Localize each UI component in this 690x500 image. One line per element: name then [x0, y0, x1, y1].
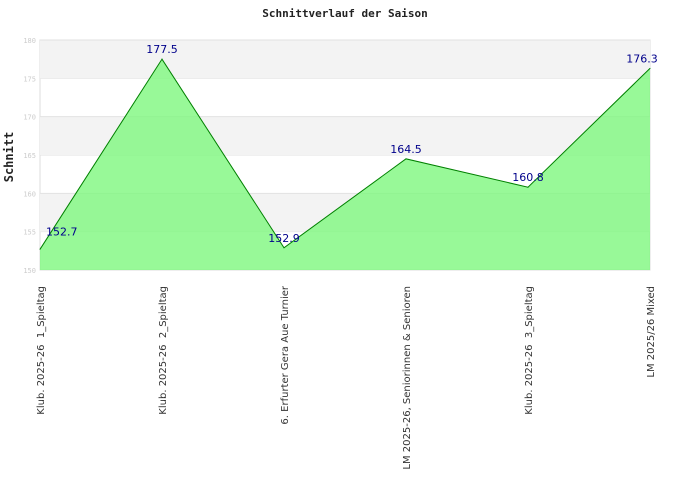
y-tick-label: 180 — [23, 37, 36, 45]
series-line — [39, 58, 651, 250]
data-point — [283, 247, 285, 249]
x-tick-label: Klub. 2025-26 3_Spieltag — [524, 286, 535, 415]
y-tick-label: 165 — [23, 152, 36, 160]
data-point — [527, 186, 529, 188]
y-tick-label: 175 — [23, 75, 36, 83]
data-label: 177.5 — [146, 43, 178, 56]
series — [39, 58, 651, 270]
x-tick-label: Klub. 2025-26 1_Spieltag — [36, 286, 47, 415]
data-point — [39, 248, 41, 250]
y-tick-label: 160 — [23, 190, 36, 198]
x-tick-labels: Klub. 2025-26 1_Spieltag Klub. 2025-26 2_… — [36, 285, 657, 469]
y-axis-label: Schnitt — [2, 132, 16, 183]
chart-title: Schnittverlauf der Saison — [262, 7, 428, 20]
data-point — [649, 67, 651, 69]
data-label: 164.5 — [390, 143, 422, 156]
data-label: 160.8 — [512, 171, 544, 184]
series-area — [40, 59, 650, 270]
x-tick-label: Klub. 2025-26 2_Spieltag — [158, 286, 169, 415]
data-label: 176.3 — [626, 52, 658, 65]
data-point — [405, 158, 407, 160]
x-tick-label: LM 2025-26, Seniorinnen & Senioren — [402, 286, 413, 470]
data-labels: 152.7 177.5 152.9 164.5 160.8 176.3 — [46, 43, 658, 245]
x-tick-label: LM 2025/26 Mixed — [646, 286, 657, 378]
y-tick-label: 170 — [23, 114, 36, 122]
data-point — [161, 58, 163, 60]
data-label: 152.7 — [46, 225, 78, 238]
grid-band — [40, 40, 650, 79]
y-tick-label: 155 — [23, 229, 36, 237]
y-ticks: 150 155 160 165 170 175 180 — [23, 37, 36, 275]
y-tick-label: 150 — [23, 267, 36, 275]
data-label: 152.9 — [268, 232, 300, 245]
x-tick-label: 6. Erfurter Gera Aue Turnier — [280, 285, 291, 424]
